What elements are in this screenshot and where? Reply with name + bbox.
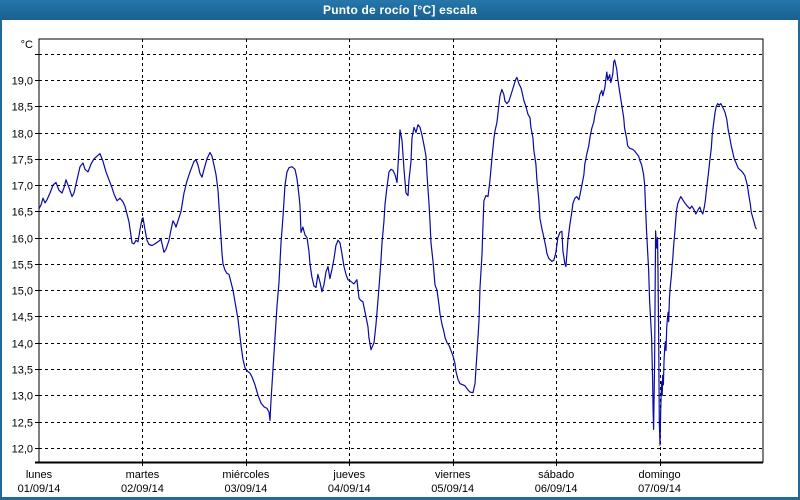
- x-axis-day-label: miércoles: [222, 469, 270, 481]
- y-tick-label: 13,5: [12, 365, 33, 377]
- x-axis-day-label: viernes: [435, 469, 471, 481]
- y-tick-label: 14,0: [12, 339, 33, 351]
- window-title: Punto de rocío [°C] escala: [322, 3, 478, 17]
- x-axis-date-label: 03/09/14: [224, 483, 267, 495]
- x-axis-date-label: 07/09/14: [638, 483, 681, 495]
- y-tick-label: 16,5: [12, 207, 33, 219]
- x-axis-day-label: martes: [126, 469, 160, 481]
- x-axis-date-label: 02/09/14: [121, 483, 164, 495]
- y-tick-label: 18,5: [12, 102, 33, 114]
- y-tick-label: 13,0: [12, 391, 33, 403]
- x-axis-date-label: 01/09/14: [18, 483, 61, 495]
- y-axis-unit-label: °C: [21, 39, 33, 51]
- x-axis-day-label: domingo: [638, 469, 680, 481]
- x-axis-day-label: lunes: [26, 469, 53, 481]
- x-axis-date-label: 06/09/14: [535, 483, 578, 495]
- y-tick-label: 16,0: [12, 234, 33, 246]
- chart-frame: 12,0 12,5 13,0 13,5 14,0 14,5 15,0 15,5 16,0 16,5…: [0, 20, 800, 497]
- y-tick-label: 15,5: [12, 260, 33, 272]
- window-bottom-border: [0, 497, 800, 500]
- x-axis-day-label: sábado: [538, 469, 574, 481]
- y-tick-label: 17,5: [12, 155, 33, 167]
- x-axis-date-label: 04/09/14: [328, 483, 371, 495]
- window-title-bar: Punto de rocío [°C] escala: [0, 0, 800, 20]
- y-tick-label: 12,0: [12, 444, 33, 456]
- y-tick-label: 14,5: [12, 312, 33, 324]
- y-tick-label: 15,0: [12, 286, 33, 298]
- y-tick-label: 17,0: [12, 181, 33, 193]
- dew-point-line: [38, 59, 757, 446]
- y-tick-label: 12,5: [12, 418, 33, 430]
- y-tick-label: 18,0: [12, 129, 33, 141]
- x-axis-day-label: jueves: [332, 469, 365, 481]
- y-tick-label: 19,0: [12, 76, 33, 88]
- x-axis-date-label: 05/09/14: [431, 483, 474, 495]
- chart-canvas: 12,0 12,5 13,0 13,5 14,0 14,5 15,0 15,5 16,0 16,5…: [12, 38, 764, 495]
